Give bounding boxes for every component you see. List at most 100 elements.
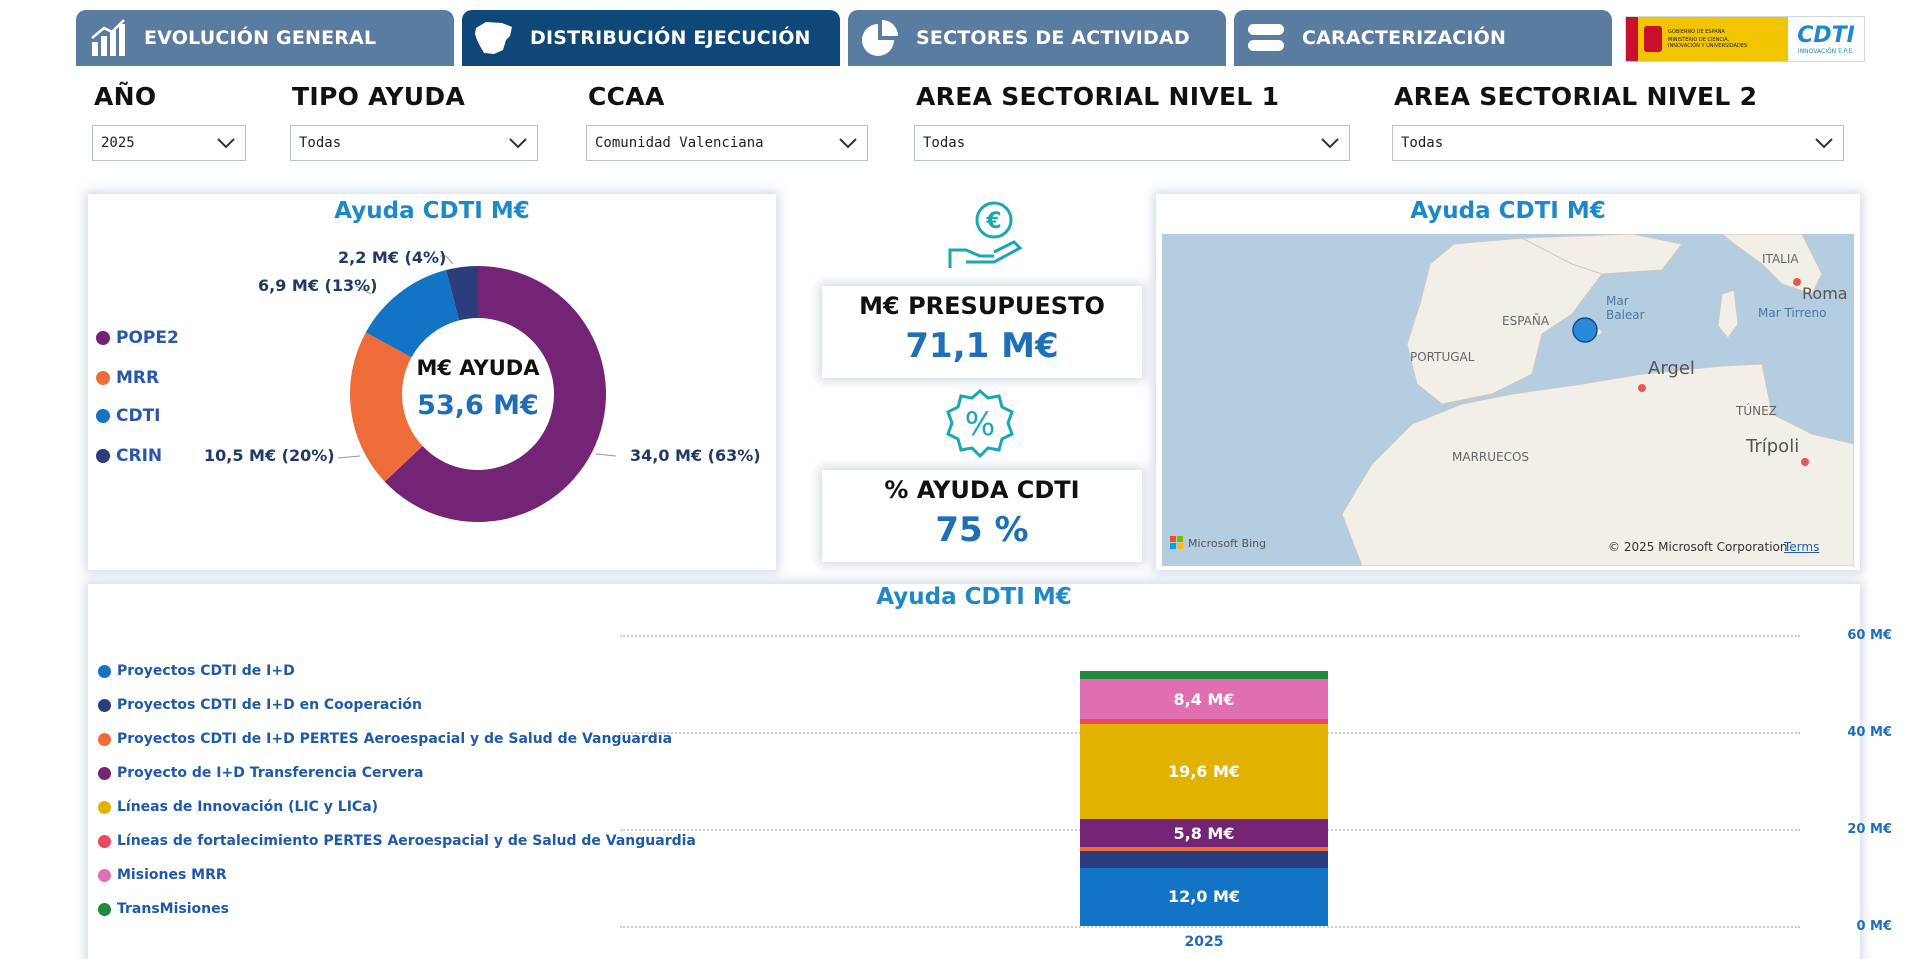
map-label-tripoli: Trípoli [1746,436,1800,457]
ministry-block: GOBIERNO DE ESPAÑA MINISTERIO DE CIENCIA… [1638,17,1788,61]
legend-label: MRR [116,368,160,388]
bar-legend-item[interactable]: Proyecto de I+D Transferencia Cervera [98,765,423,781]
filter-select-area-nivel-1[interactable]: Todas [914,125,1350,161]
legend-item-cdti[interactable]: CDTI [96,406,161,426]
logo-org: GOBIERNO DE ESPAÑA [1668,29,1725,35]
legend-dot [98,834,111,848]
list-icon [1244,16,1288,60]
legend-label: Líneas de fortalecimiento PERTES Aeroesp… [117,833,696,849]
filter-select-tipo-ayuda[interactable]: Todas [290,125,538,161]
donut-slice-cdti[interactable] [365,270,460,358]
filter-value: 2025 [101,135,135,151]
legend-dot [96,371,110,385]
filter-label-ccaa: CCAA [588,82,665,111]
legend-item-crin[interactable]: CRIN [96,446,162,466]
legend-label: POPE2 [116,328,179,348]
donut-slice-pope2[interactable] [384,266,606,522]
bar-segment[interactable]: 5,8 M€ [1080,819,1328,848]
legend-label: CRIN [116,446,163,466]
donut-label-mrr: 10,5 M€ (20%) [204,446,335,465]
bar-segment[interactable] [1080,719,1328,725]
bar-segment[interactable] [1080,847,1328,851]
map-marker-roma [1793,278,1801,286]
y-tick: 40 M€ [1847,725,1892,740]
tab-label: SECTORES DE ACTIVIDAD [916,27,1190,49]
legend-dot [96,331,110,345]
map-terms-link[interactable]: Terms [1784,540,1820,554]
bing-logo: Microsoft Bing [1170,536,1266,550]
chevron-down-icon [507,132,529,154]
filter-label-ano: AÑO [94,82,157,111]
bing-label: Microsoft Bing [1188,536,1267,550]
y-tick: 60 M€ [1847,628,1892,643]
map-label-italia: ITALIA [1762,252,1799,266]
tab-distribucion-ejecucion[interactable]: DISTRIBUCIÓN EJECUCIÓN [462,10,840,66]
gobierno-cdti-logo: GOBIERNO DE ESPAÑA MINISTERIO DE CIENCIA… [1625,16,1865,62]
bar-segment[interactable]: 8,4 M€ [1080,678,1328,720]
filter-label-area-nivel-1: AREA SECTORIAL NIVEL 1 [916,82,1280,111]
map-marker-argel [1638,384,1646,392]
donut-chart [350,266,606,522]
filter-select-area-nivel-2[interactable]: Todas [1392,125,1844,161]
bar-legend-item[interactable]: TransMisiones [98,901,229,917]
legend-dot [96,449,110,463]
map-land [1341,234,1854,566]
map-label-roma: Roma [1802,284,1848,303]
legend-label: Proyectos CDTI de I+D [117,663,295,679]
bar-segment[interactable] [1080,670,1328,679]
kpi-ayuda-value: 75 % [935,510,1029,550]
filter-select-ano[interactable]: 2025 [92,125,246,161]
bar-legend-item[interactable]: Líneas de Innovación (LIC y LICa) [98,799,378,815]
kpi-presupuesto-value: 71,1 M€ [905,326,1059,366]
legend-label: Proyectos CDTI de I+D en Cooperación [117,697,422,713]
bar-legend-item[interactable]: Proyectos CDTI de I+D PERTES Aeroespacia… [98,731,672,747]
filter-label-tipo-ayuda: TIPO AYUDA [292,82,466,111]
tab-evolucion-general[interactable]: EVOLUCIÓN GENERAL [76,10,454,66]
bar-legend-item[interactable]: Proyectos CDTI de I+D [98,663,295,679]
donut-slice-crin[interactable] [446,266,478,321]
filter-value: Todas [923,135,966,151]
pie-chart-icon [858,16,902,60]
bar-segment[interactable]: 19,6 M€ [1080,724,1328,820]
coat-of-arms-icon [1644,26,1662,52]
chevron-down-icon [1813,132,1835,154]
legend-label: Líneas de Innovación (LIC y LICa) [117,799,379,815]
donut-title: Ayuda CDTI M€ [334,198,530,224]
tab-caracterizacion[interactable]: CARACTERIZACIÓN [1234,10,1612,66]
donut-center-label: M€ AYUDA [416,356,540,380]
kpi-ayuda-label: % AYUDA CDTI [884,476,1080,504]
legend-label: Misiones MRR [117,867,227,883]
filter-value: Todas [1401,135,1444,151]
donut-center-value: 53,6 M€ [417,390,539,421]
map-marker-tripoli [1801,458,1809,466]
donut-slice-mrr[interactable] [350,332,423,482]
legend-item-mrr[interactable]: MRR [96,368,159,388]
filter-select-ccaa[interactable]: Comunidad Valenciana [586,125,868,161]
filter-label-area-nivel-2: AREA SECTORIAL NIVEL 2 [1394,82,1758,111]
donut-label-cdti: 6,9 M€ (13%) [258,276,378,295]
legend-item-pope2[interactable]: POPE2 [96,328,179,348]
map-canvas[interactable]: ITALIA Roma Mar Tirreno Mar Balear ESPAÑ… [1162,234,1854,566]
map-label-marruecos: MARRUECOS [1452,450,1530,464]
bar-legend-item[interactable]: Proyectos CDTI de I+D en Cooperación [98,697,422,713]
bar-legend-item[interactable]: Líneas de fortalecimiento PERTES Aeroesp… [98,833,696,849]
bar-segment[interactable]: 12,0 M€ [1080,867,1328,926]
bar-data-label: 19,6 M€ [1167,762,1241,782]
donut-label-crin: 2,2 M€ (4%) [338,248,447,267]
bar-panel: Ayuda CDTI M€ [88,584,1860,959]
bar-segment[interactable] [1080,850,1328,868]
bar-legend-item[interactable]: Misiones MRR [98,867,227,883]
gridline [620,635,1800,637]
map-label-mar-balear: Mar Balear [1606,294,1645,322]
legend-dot [96,409,110,423]
map-label-argel: Argel [1648,358,1695,379]
map-title: Ayuda CDTI M€ [1410,198,1606,224]
donut-label-pope2: 34,0 M€ (63%) [630,446,761,465]
legend-dot [98,732,111,746]
tab-sectores-actividad[interactable]: SECTORES DE ACTIVIDAD [848,10,1226,66]
map-label-tunez: TÚNEZ [1736,404,1777,418]
legend-dot [98,766,111,780]
legend-label: TransMisiones [117,901,229,917]
legend-dot [98,800,111,814]
